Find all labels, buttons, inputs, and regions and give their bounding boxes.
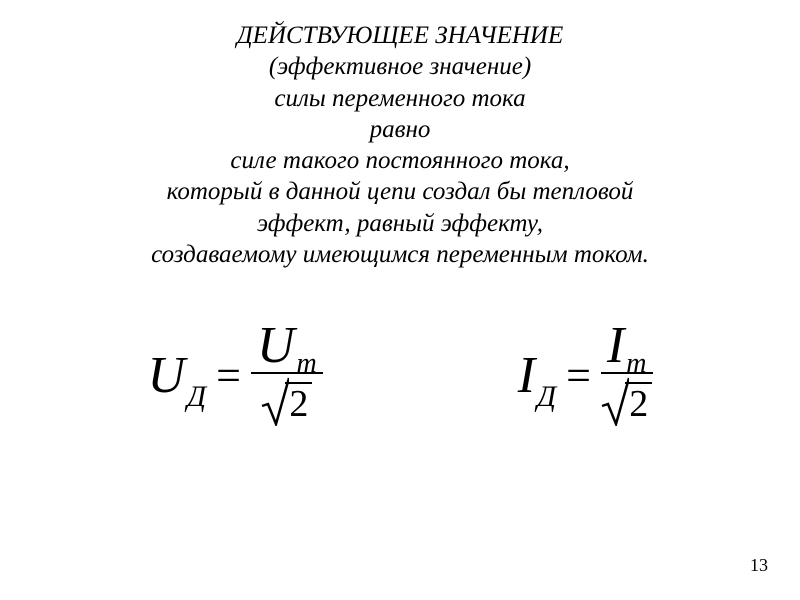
current-num-subscript: m [626, 350, 646, 378]
page-number: 13 [750, 555, 768, 576]
current-numerator: I m [601, 320, 653, 374]
current-lhs-symbol: I [518, 346, 535, 405]
current-fraction: I m 2 [601, 320, 653, 431]
voltage-radicand: 2 [285, 382, 312, 426]
current-num-symbol: I [607, 320, 624, 372]
title-line-6: который в данной цепи создал бы тепловой [30, 176, 770, 207]
voltage-equals: = [216, 350, 241, 401]
current-radicand: 2 [625, 382, 652, 426]
voltage-lhs: U Д [147, 346, 206, 405]
title-line-3: силы переменного тока [30, 83, 770, 114]
voltage-num-subscript: m [297, 350, 317, 378]
voltage-num-symbol: U [257, 320, 295, 372]
current-lhs-subscript: Д [537, 380, 556, 414]
voltage-lhs-symbol: U [147, 346, 185, 405]
formulas-row: U Д = U m 2 [30, 320, 770, 431]
title-line-1: ДЕЙСТВУЮЩЕЕ ЗНАЧЕНИЕ [30, 20, 770, 51]
title-line-7: эффект, равный эффекту, [30, 208, 770, 239]
voltage-numerator: U m [251, 320, 323, 374]
voltage-lhs-subscript: Д [187, 380, 206, 414]
voltage-fraction: U m 2 [251, 320, 323, 431]
title-line-4: равно [30, 114, 770, 145]
current-lhs: I Д [518, 346, 556, 405]
definition-text: ДЕЙСТВУЮЩЕЕ ЗНАЧЕНИЕ (эффективное значен… [30, 20, 770, 270]
current-equals: = [566, 350, 591, 401]
slide: ДЕЙСТВУЮЩЕЕ ЗНАЧЕНИЕ (эффективное значен… [0, 0, 800, 600]
voltage-denominator: 2 [261, 374, 312, 431]
voltage-formula: U Д = U m 2 [147, 320, 322, 431]
title-line-5: силе такого постоянного тока, [30, 145, 770, 176]
current-formula: I Д = I m 2 [518, 320, 653, 431]
title-line-2: (эффективное значение) [30, 51, 770, 82]
title-line-8: создаваемому имеющимся переменным током. [30, 239, 770, 270]
current-denominator: 2 [601, 374, 652, 431]
